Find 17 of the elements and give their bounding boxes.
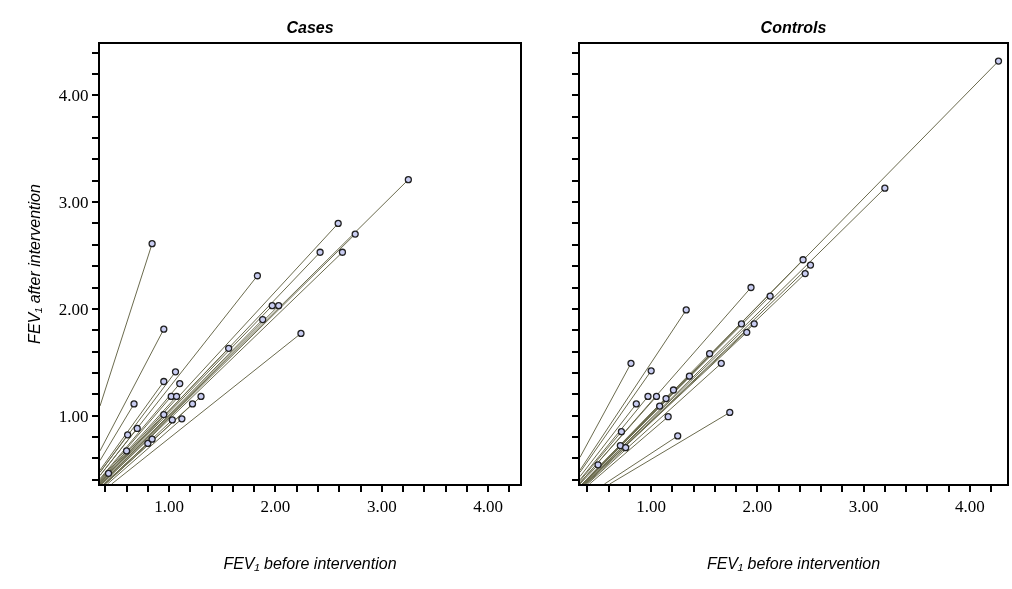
x-tick-label: 2.00: [742, 497, 773, 517]
y-tick-label: 4.00: [58, 86, 89, 106]
x-tick-label: 3.00: [366, 497, 397, 517]
chart-title: Cases: [286, 18, 334, 36]
x-tick-label: 2.00: [260, 497, 291, 517]
y-tick-label: 1.00: [58, 406, 89, 426]
y-tick-label: 2.00: [58, 299, 89, 319]
y-axis-title: FEV₁ after intervention: [26, 184, 44, 344]
x-tick-label: 4.00: [473, 497, 503, 517]
y-tick-label: 3.00: [58, 193, 89, 213]
x-axis-title: FEV₁ before intervention: [706, 554, 881, 572]
x-tick-label: 1.00: [154, 497, 184, 517]
x-tick-label: 1.00: [636, 497, 667, 517]
x-axis-title: FEV₁ before intervention: [223, 554, 397, 572]
x-tick-label: 3.00: [848, 497, 879, 517]
chart-title: Controls: [760, 18, 827, 36]
x-tick-label: 4.00: [954, 497, 985, 517]
